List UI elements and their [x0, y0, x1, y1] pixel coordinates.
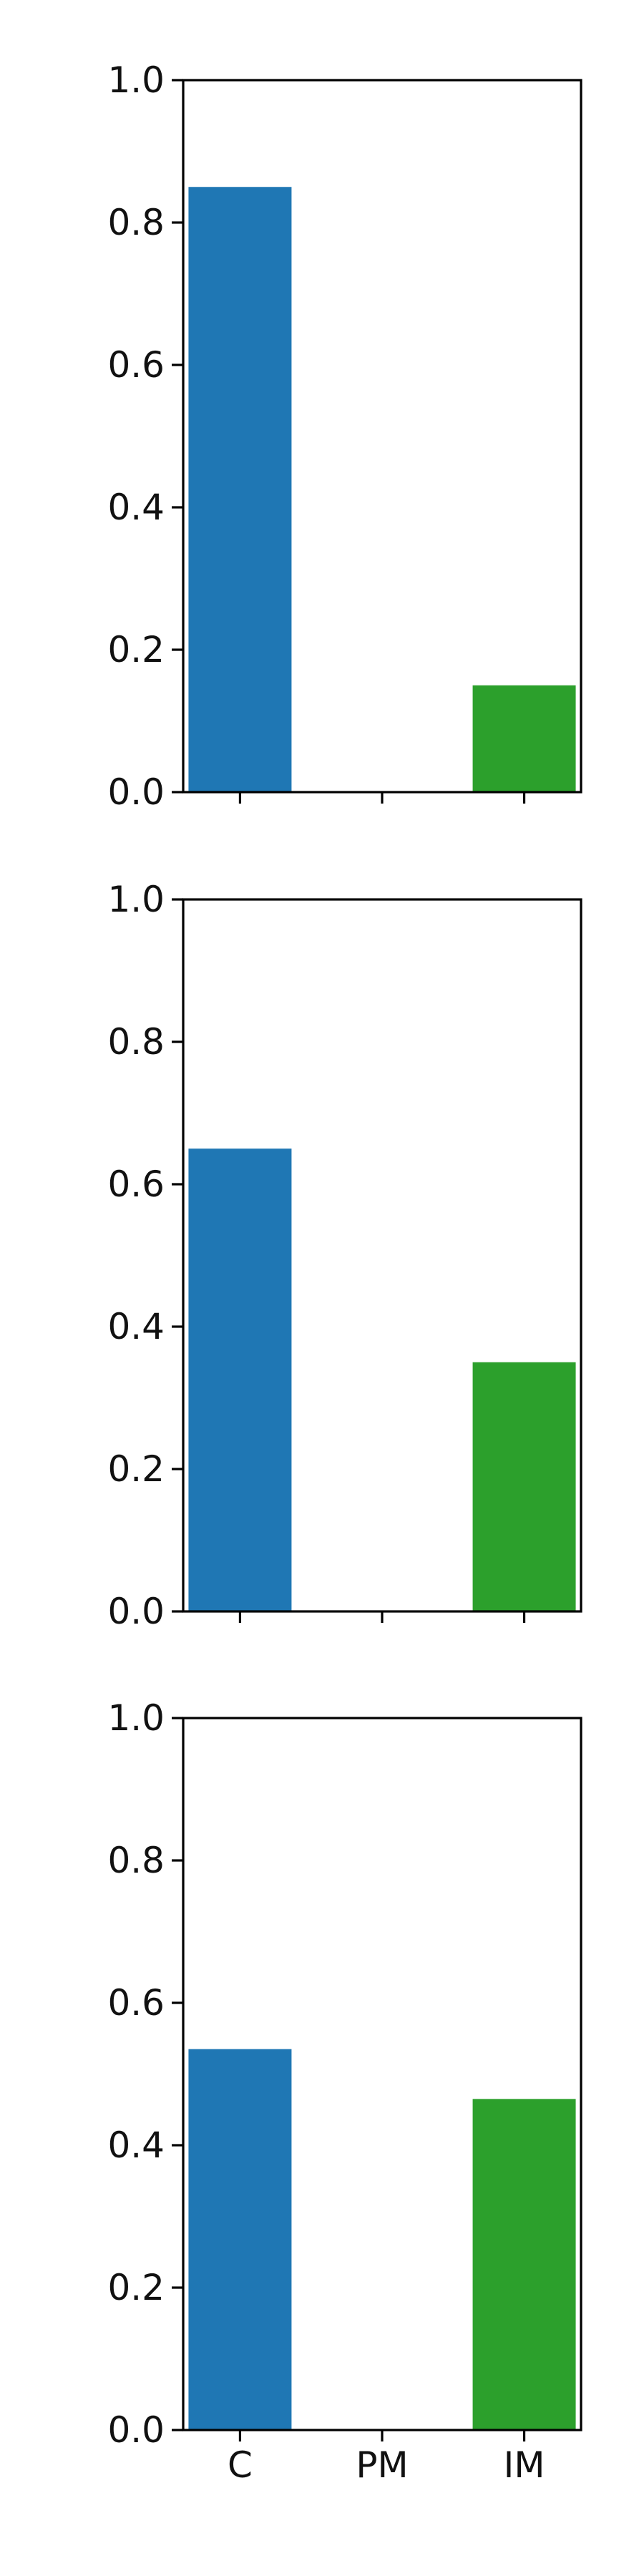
subplot-1: 0.0 0.2 0.4 0.6 0.8 1.0 — [107, 59, 582, 813]
x-tick-label: IM — [504, 2444, 545, 2486]
bar-c — [188, 1148, 292, 1611]
y-tick-label: 0.0 — [107, 771, 165, 813]
y-tick-label: 1.0 — [107, 1697, 165, 1739]
y-tick-label: 0.8 — [107, 1840, 165, 1881]
y-tick-label: 0.0 — [107, 1591, 165, 1632]
y-tick-label: 0.4 — [107, 487, 165, 528]
y-tick-label: 1.0 — [107, 879, 165, 920]
y-tick-label: 0.4 — [107, 2124, 165, 2166]
y-tick-label: 0.4 — [107, 1306, 165, 1347]
y-tick-label: 1.0 — [107, 59, 165, 101]
y-tick-label: 0.2 — [107, 629, 165, 670]
bar-im — [472, 1362, 576, 1611]
y-tick-label: 0.6 — [107, 344, 165, 386]
y-tick-label: 0.8 — [107, 1021, 165, 1063]
subplot-2: 0.0 0.2 0.4 0.6 0.8 1.0 — [107, 879, 582, 1632]
subplot-3: 0.0 0.2 0.4 0.6 0.8 1.0 C PM IM — [107, 1697, 582, 2486]
x-tick-label: C — [228, 2444, 253, 2486]
bar-im — [472, 2099, 576, 2430]
y-tick-label: 0.6 — [107, 1163, 165, 1205]
bar-c — [188, 2049, 292, 2430]
y-tick-label: 0.2 — [107, 1448, 165, 1490]
y-tick-label: 0.6 — [107, 1982, 165, 2024]
bar-c — [188, 187, 292, 792]
y-tick-label: 0.0 — [107, 2409, 165, 2451]
y-tick-label: 0.2 — [107, 2267, 165, 2308]
y-tick-label: 0.8 — [107, 202, 165, 243]
bar-im — [472, 685, 576, 792]
x-tick-label: PM — [356, 2444, 408, 2486]
